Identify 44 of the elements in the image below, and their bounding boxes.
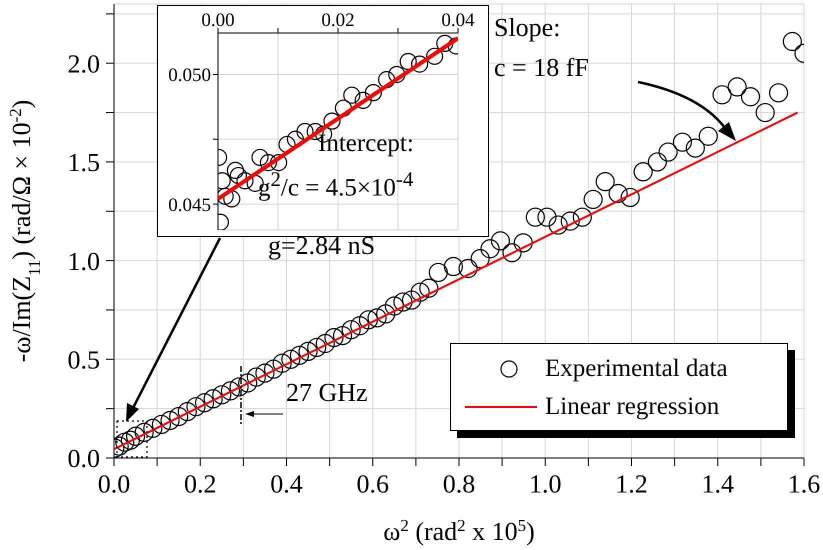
y-tick-label: 0.045 [168,194,211,216]
annotation: Intercept: [318,130,414,158]
annotation: 27 GHz [286,378,368,408]
point [251,148,269,166]
x-tick-label: 0.02 [321,10,355,31]
x-tick-label: 0.2 [184,469,216,498]
x-tick-label: 0.04 [441,10,476,31]
annotation: g=2.84 nS [268,231,376,261]
point [334,100,352,117]
x-tick-label: 1.4 [702,469,734,498]
x-tick-label: 0.6 [356,469,389,498]
x-tick-label: 1.0 [529,469,562,498]
point [426,48,444,65]
point [270,154,288,172]
legend-label: Experimental data [545,355,728,383]
point [388,66,406,84]
point [436,34,454,52]
point [323,112,341,130]
annotation: Slope: [494,13,560,43]
y-tick-label: 0.050 [168,65,211,86]
point [378,71,396,88]
y-tick-label: 1.0 [68,246,100,276]
x-tick-label: 0.00 [201,10,235,31]
x-axis-title: ω$^{2}$ (rad$^{2}$ x 10$^{5}$) [383,516,535,546]
point [411,56,428,73]
point [226,162,244,179]
point [364,84,382,102]
x-tick-label: 0.8 [442,469,476,498]
point [218,188,234,205]
point [260,154,277,172]
annotation: c = 18 fF [494,53,589,83]
annotation: g$^{2}$/c = 4.5×10$^{-4}$ [258,167,414,202]
point [236,172,254,190]
x-tick-label: 0.0 [98,469,130,498]
point [354,92,372,109]
legend-label: Linear regression [545,393,720,421]
x-tick-label: 1.2 [615,469,648,498]
x-tick-label: 1.6 [788,469,820,498]
y-tick-label: 2.0 [68,49,100,78]
y-tick-label: 1.5 [68,148,100,178]
point [343,86,360,104]
y-tick-label: 0.0 [68,444,100,474]
x-tick-label: 0.4 [270,469,303,498]
y-tick-label: 0.5 [68,346,100,375]
